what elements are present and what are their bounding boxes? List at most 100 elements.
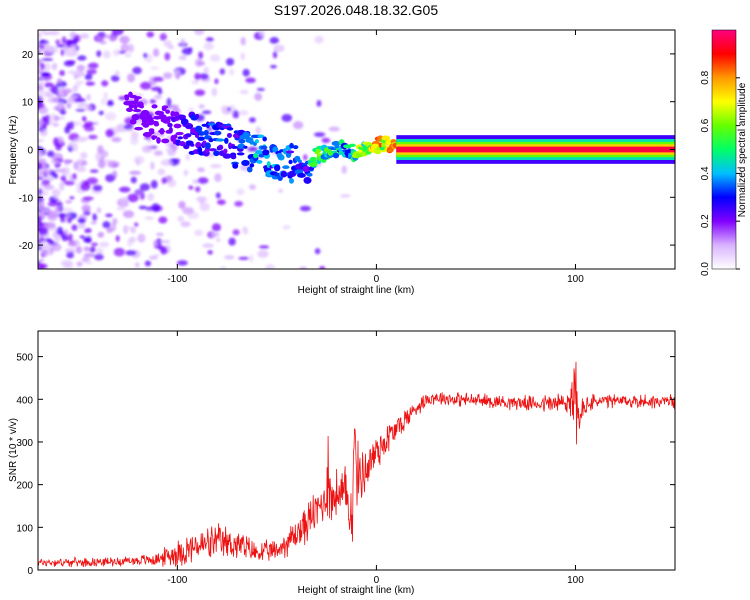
- noise-blob: [122, 210, 135, 218]
- ridge-blob: [156, 137, 161, 144]
- noise-blob: [76, 261, 83, 267]
- ridge-blob: [282, 165, 290, 170]
- noise-blob: [75, 240, 81, 246]
- ridge-blob: [273, 164, 281, 172]
- ridge-blob: [147, 118, 155, 126]
- noise-blob: [38, 260, 41, 265]
- noise-blob: [41, 58, 54, 62]
- noise-blob: [50, 159, 60, 164]
- noise-blob: [180, 221, 191, 228]
- noise-blob: [193, 30, 205, 36]
- noise-blob: [201, 110, 212, 115]
- x-tick-label: -100: [167, 274, 187, 285]
- noise-blob: [242, 226, 248, 232]
- noise-blob: [54, 169, 66, 173]
- noise-blob: [110, 75, 120, 82]
- noise-blob: [38, 138, 45, 143]
- noise-blob: [188, 185, 194, 190]
- noise-blob: [120, 43, 130, 53]
- noise-blob: [85, 236, 92, 244]
- noise-blob: [78, 135, 84, 143]
- noise-blob: [292, 121, 304, 130]
- noise-blob: [116, 207, 126, 211]
- noise-blob: [38, 150, 44, 156]
- noise-blob: [53, 137, 59, 147]
- colorbar-ticks: 0.0 0.2 0.4 0.6 0.8: [700, 70, 740, 276]
- noise-blob: [80, 103, 89, 107]
- ridge-blob: [257, 134, 265, 139]
- ridge-blob: [282, 148, 287, 155]
- noise-blob: [65, 213, 71, 219]
- noise-blob: [202, 243, 214, 248]
- noise-blob: [72, 51, 79, 56]
- noise-blob: [62, 207, 74, 213]
- noise-blob: [157, 88, 163, 95]
- noise-blob: [77, 223, 86, 229]
- noise-blob: [104, 112, 117, 121]
- noise-blob: [281, 113, 293, 122]
- noise-blob: [96, 50, 102, 57]
- noise-blob: [269, 37, 280, 44]
- noise-blob: [84, 73, 93, 81]
- snr-ylabel: SNR (10 * v/v): [8, 418, 19, 482]
- snr-plot-area: [38, 331, 675, 570]
- noise-blob: [38, 103, 45, 109]
- noise-blob: [92, 213, 98, 222]
- noise-blob: [79, 235, 86, 239]
- ridge-blob: [332, 152, 340, 159]
- colorbar-label: Normalized spectral amplitude: [737, 82, 748, 217]
- ridge-blob: [297, 159, 302, 163]
- ridge-blob: [230, 154, 237, 160]
- noise-blob: [39, 241, 46, 248]
- noise-blob: [83, 246, 90, 252]
- noise-blob: [150, 66, 160, 70]
- noise-blob: [67, 70, 78, 75]
- noise-blob: [248, 117, 256, 123]
- noise-blob: [38, 201, 45, 211]
- ridge-blob: [175, 131, 184, 136]
- noise-blob: [194, 229, 203, 236]
- noise-blob: [85, 105, 92, 111]
- ridge-blob: [288, 159, 293, 165]
- noise-blob: [38, 162, 43, 171]
- noise-blob: [229, 68, 235, 76]
- ridge-blob: [185, 124, 193, 129]
- y-tick-label: 0: [27, 566, 33, 577]
- noise-blob: [256, 87, 265, 92]
- noise-blob: [98, 110, 105, 116]
- noise-blob: [51, 62, 58, 71]
- noise-blob: [102, 50, 111, 59]
- ridge-blob: [226, 127, 234, 131]
- noise-blob: [205, 37, 214, 42]
- noise-blob: [183, 169, 189, 177]
- ridge-blob: [253, 152, 259, 159]
- noise-blob: [209, 54, 221, 62]
- noise-blob: [109, 36, 117, 42]
- ridge-blob: [256, 159, 263, 164]
- noise-blob: [299, 266, 307, 269]
- noise-blob: [129, 170, 141, 175]
- ridge-blob: [208, 138, 214, 143]
- noise-blob: [75, 108, 86, 112]
- ridge-blob: [231, 145, 239, 149]
- noise-blob: [103, 91, 108, 100]
- noise-blob: [41, 179, 51, 186]
- noise-blob: [328, 126, 340, 132]
- noise-blob: [134, 262, 140, 268]
- noise-blob: [60, 213, 65, 223]
- noise-blob: [199, 202, 210, 212]
- noise-blob: [97, 231, 105, 238]
- noise-blob: [180, 38, 186, 46]
- noise-blob: [155, 232, 164, 236]
- ridge-blob: [167, 122, 173, 128]
- noise-blob: [105, 128, 115, 138]
- ridge-blob: [204, 142, 211, 150]
- ridge-blob: [303, 176, 312, 184]
- noise-blob: [38, 40, 50, 44]
- ridge-blob: [161, 105, 169, 109]
- noise-blob: [166, 97, 172, 107]
- ridge-blob: [133, 103, 138, 110]
- noise-blob: [42, 62, 51, 72]
- ridge-blob: [309, 156, 317, 162]
- ridge-blob: [139, 102, 144, 107]
